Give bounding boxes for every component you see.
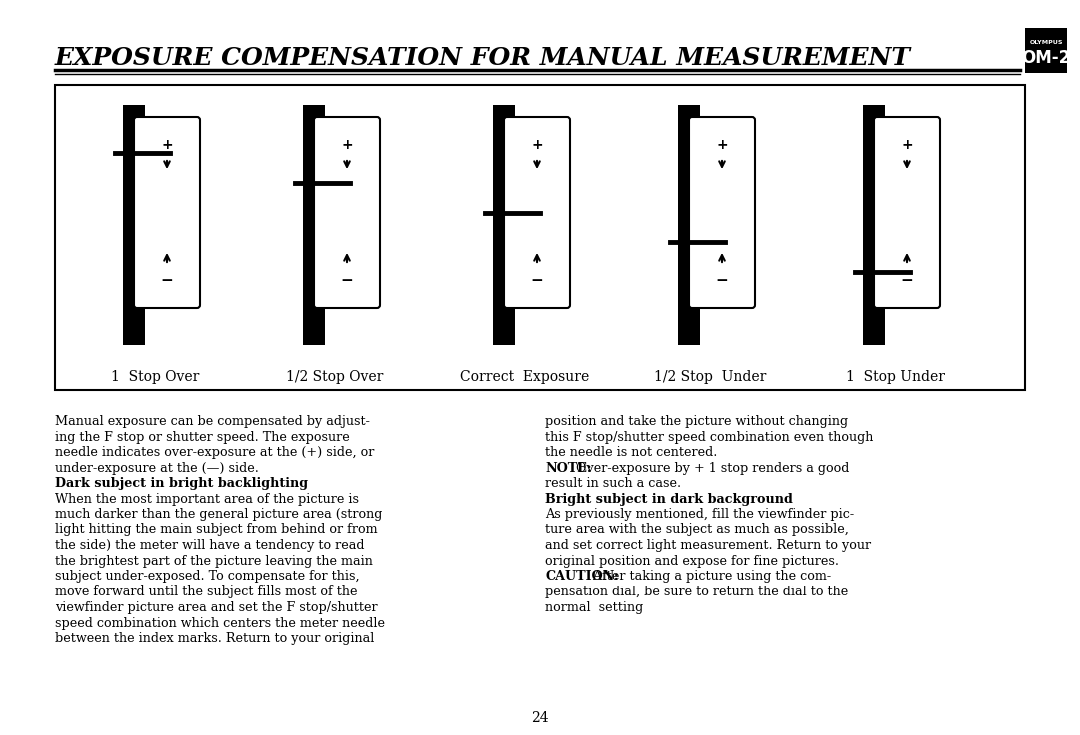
Text: normal  setting: normal setting [545, 601, 644, 614]
Bar [545, 568, 1035, 586]
Text: 1  Stop Over: 1 Stop Over [111, 370, 199, 384]
Text: 1/2 Stop Over: 1/2 Stop Over [286, 370, 383, 384]
Text: Dark subject in bright backlighting: Dark subject in bright backlighting [55, 477, 308, 490]
Text: 24: 24 [531, 711, 549, 725]
Text: −: − [161, 273, 174, 287]
Text: OM-2: OM-2 [1022, 49, 1070, 67]
Bar [1025, 28, 1067, 73]
Bar [123, 105, 145, 345]
Text: NOTE:: NOTE: [545, 462, 592, 475]
Text: −: − [340, 273, 353, 287]
Text: When the most important area of the picture is: When the most important area of the pict… [55, 492, 359, 506]
Text: 1/2 Stop  Under: 1/2 Stop Under [653, 370, 766, 384]
Text: Bright subject in dark background: Bright subject in dark background [545, 492, 793, 506]
Text: and set correct light measurement. Return to your: and set correct light measurement. Retur… [545, 539, 872, 552]
Bar [55, 85, 1025, 390]
Text: CAUTION: After taking a picture using the com-: CAUTION: After taking a picture using th… [545, 570, 856, 583]
Text: result in such a case.: result in such a case. [545, 477, 681, 490]
Text: As previously mentioned, fill the viewfinder pic-: As previously mentioned, fill the viewfi… [545, 508, 854, 521]
Text: position and take the picture without changing: position and take the picture without ch… [545, 415, 848, 428]
Text: −: − [901, 273, 914, 287]
Text: pensation dial, be sure to return the dial to the: pensation dial, be sure to return the di… [545, 586, 848, 598]
Text: Manual exposure can be compensated by adjust-: Manual exposure can be compensated by ad… [55, 415, 369, 428]
Text: original position and expose for fine pictures.: original position and expose for fine pi… [545, 554, 839, 567]
Text: light hitting the main subject from behind or from: light hitting the main subject from behi… [55, 523, 378, 537]
Text: 1  Stop Under: 1 Stop Under [846, 370, 945, 384]
Text: CAUTION:: CAUTION: [545, 570, 619, 583]
Bar [492, 105, 515, 345]
Text: EXPOSURE COMPENSATION FOR MANUAL MEASUREMENT: EXPOSURE COMPENSATION FOR MANUAL MEASURE… [55, 46, 912, 70]
FancyBboxPatch shape [874, 117, 940, 308]
Text: between the index marks. Return to your original: between the index marks. Return to your … [55, 632, 375, 645]
Text: −: − [716, 273, 728, 287]
Text: Dark subject in bright backlighting: Dark subject in bright backlighting [55, 477, 308, 490]
Text: +: + [901, 138, 913, 152]
Bar [303, 105, 325, 345]
Text: the brightest part of the picture leaving the main: the brightest part of the picture leavin… [55, 554, 373, 567]
Bar [678, 105, 700, 345]
Text: viewfinder picture area and set the F stop/shutter: viewfinder picture area and set the F st… [55, 601, 378, 614]
Text: needle indicates over-exposure at the (+) side, or: needle indicates over-exposure at the (+… [55, 446, 375, 459]
Text: much darker than the general picture area (strong: much darker than the general picture are… [55, 508, 382, 521]
FancyBboxPatch shape [504, 117, 570, 308]
Text: OLYMPUS: OLYMPUS [1029, 40, 1063, 45]
Text: After taking a picture using the com-: After taking a picture using the com- [589, 570, 832, 583]
FancyBboxPatch shape [689, 117, 755, 308]
FancyBboxPatch shape [314, 117, 380, 308]
Text: +: + [341, 138, 353, 152]
Text: ture area with the subject as much as possible,: ture area with the subject as much as po… [545, 523, 849, 537]
Bar [863, 105, 885, 345]
Text: +: + [161, 138, 173, 152]
Text: move forward until the subject fills most of the: move forward until the subject fills mos… [55, 586, 357, 598]
Text: NOTE: Over-exposure by + 1 stop renders a good: NOTE: Over-exposure by + 1 stop renders … [545, 462, 866, 475]
FancyBboxPatch shape [134, 117, 200, 308]
Text: −: − [530, 273, 543, 287]
Text: speed combination which centers the meter needle: speed combination which centers the mete… [55, 617, 384, 629]
Text: +: + [531, 138, 543, 152]
Bar [545, 459, 1035, 477]
Text: under-exposure at the (—) side.: under-exposure at the (—) side. [55, 462, 259, 475]
Text: Over-exposure by + 1 stop renders a good: Over-exposure by + 1 stop renders a good [572, 462, 850, 475]
Text: Correct  Exposure: Correct Exposure [460, 370, 590, 384]
Text: subject under-exposed. To compensate for this,: subject under-exposed. To compensate for… [55, 570, 360, 583]
Bar [55, 475, 545, 492]
Text: the side) the meter will have a tendency to read: the side) the meter will have a tendency… [55, 539, 365, 552]
Text: this F stop/shutter speed combination even though: this F stop/shutter speed combination ev… [545, 431, 874, 443]
Text: ing the F stop or shutter speed. The exposure: ing the F stop or shutter speed. The exp… [55, 431, 350, 443]
Text: +: + [716, 138, 728, 152]
Text: the needle is not centered.: the needle is not centered. [545, 446, 717, 459]
